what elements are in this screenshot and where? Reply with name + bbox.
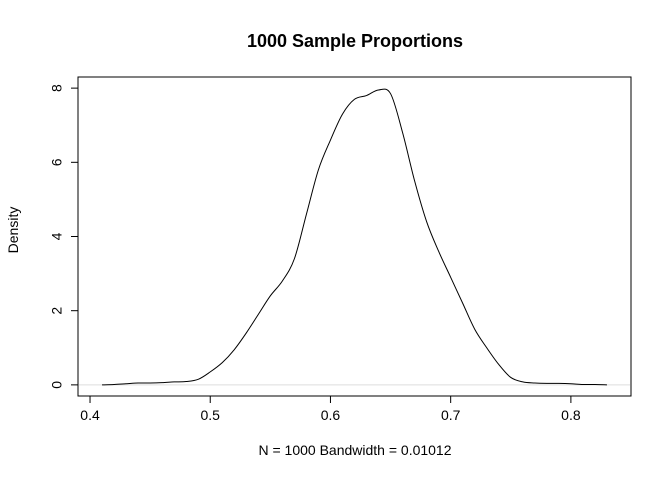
y-tick-label: 2	[49, 307, 65, 315]
x-tick-label: 0.5	[201, 407, 221, 423]
x-tick-label: 0.7	[441, 407, 461, 423]
chart-title: 1000 Sample Proportions	[247, 31, 463, 51]
y-axis: 0 2 4 6 8	[49, 84, 79, 389]
y-tick-label: 0	[49, 381, 65, 389]
x-tick-label: 0.4	[80, 407, 100, 423]
x-tick-label: 0.8	[561, 407, 581, 423]
y-tick-label: 6	[49, 158, 65, 166]
y-axis-label: Density	[5, 207, 21, 254]
x-axis-label: N = 1000 Bandwidth = 0.01012	[258, 442, 451, 458]
x-tick-label: 0.6	[321, 407, 341, 423]
x-axis: 0.4 0.5 0.6 0.7 0.8	[80, 395, 581, 423]
y-tick-label: 4	[49, 232, 65, 240]
plot-frame	[77, 76, 632, 397]
density-curve	[102, 88, 607, 386]
y-tick-label: 8	[49, 84, 65, 92]
